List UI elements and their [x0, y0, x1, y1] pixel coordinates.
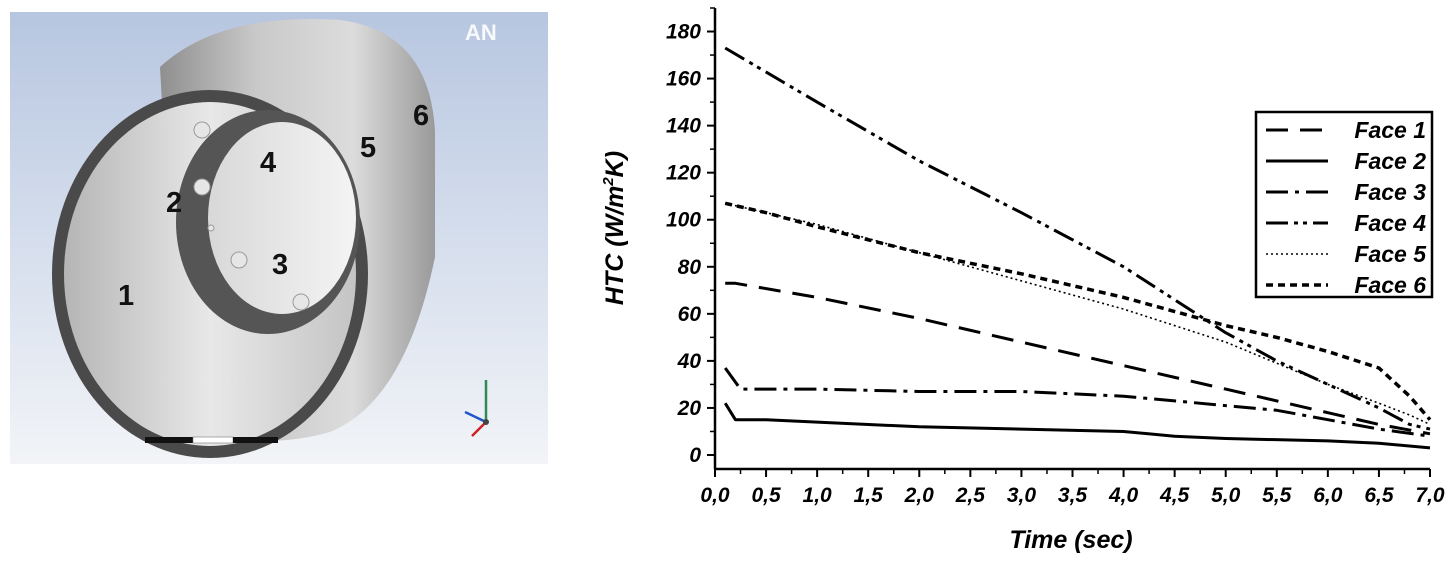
y-tick-label: 120	[666, 162, 701, 185]
y-axis-label: HTC (W/m2K)	[600, 151, 629, 305]
face-label-5: 5	[360, 132, 376, 164]
y-axis-label-main: HTC (W/m	[601, 186, 629, 305]
face-label-4: 4	[260, 147, 276, 179]
face-label-3: 3	[272, 249, 288, 281]
hub-opening	[208, 122, 356, 314]
y-axis-label-tail: K)	[601, 151, 629, 177]
coordinate-triad-icon	[464, 380, 489, 437]
y-axis-ticks: 0 20 40 60 80 100 120 140 160 180	[666, 7, 715, 467]
x-tick-label: 0,5	[751, 484, 781, 507]
x-tick-label: 3,5	[1058, 484, 1088, 507]
legend-label-face-6: Face 6	[1354, 272, 1426, 298]
legend-label-face-1: Face 1	[1354, 117, 1426, 143]
series-line-face-4	[724, 46, 1431, 431]
y-tick-label: 20	[677, 397, 702, 420]
x-tick-label: 5,5	[1262, 484, 1292, 507]
face-label-2: 2	[166, 187, 182, 219]
series-line-face-6	[724, 201, 1432, 421]
x-axis-label: Time (sec)	[1009, 526, 1132, 554]
ansys-watermark: AN	[465, 20, 497, 45]
x-tick-label: 1,0	[803, 484, 833, 507]
x-tick-label: 2,0	[904, 484, 935, 507]
x-tick-label: 5,0	[1211, 484, 1241, 507]
htc-chart: 0,0 0,5 1,0 1,5 2,0 2,5 3,0 3,5 4,0 4,5 5,0 5,5 6,0 6…	[600, 7, 1445, 554]
x-tick-label: 2,5	[955, 484, 986, 507]
face-label-1: 1	[118, 280, 134, 312]
y-tick-label: 100	[666, 209, 701, 232]
brake-drum-render: 1 2 3 4 5 6 AN	[10, 12, 548, 464]
scale-bar	[145, 436, 278, 444]
model-view-panel: 1 2 3 4 5 6 AN	[10, 12, 548, 464]
legend-label-face-2: Face 2	[1354, 148, 1426, 174]
x-axis-ticks: 0,0 0,5 1,0 1,5 2,0 2,5 3,0 3,5 4,0 4,5 5,0 5,5 6,0 6…	[700, 469, 1445, 507]
y-tick-label: 140	[666, 115, 701, 138]
series-line-face-1	[725, 281, 1431, 436]
x-tick-label: 6,5	[1364, 484, 1394, 507]
x-tick-label: 3,0	[1007, 484, 1037, 507]
series-line-face-2	[723, 402, 1431, 450]
bolt-holes	[193, 121, 310, 311]
x-tick-label: 1,5	[854, 484, 884, 507]
x-tick-label: 0,0	[700, 484, 730, 507]
x-tick-label: 7,0	[1415, 484, 1445, 507]
legend-label-face-5: Face 5	[1354, 241, 1427, 267]
legend-label-face-4: Face 4	[1354, 210, 1426, 236]
y-tick-label: 160	[666, 68, 701, 91]
series-line-face-3	[723, 367, 1431, 438]
chart-legend: Face 1 Face 2 Face 3 Face 4 Face 5 Face 6	[1254, 110, 1434, 299]
x-tick-label: 4,5	[1159, 484, 1190, 507]
y-tick-label: 60	[678, 303, 702, 326]
chart-series	[723, 46, 1432, 450]
y-tick-label: 0	[689, 444, 701, 467]
y-tick-label: 180	[666, 21, 701, 44]
legend-box	[1254, 110, 1434, 299]
y-axis-label-sup: 2	[600, 177, 617, 187]
y-tick-label: 40	[677, 350, 702, 373]
face-label-6: 6	[413, 100, 429, 132]
legend-label-face-3: Face 3	[1354, 179, 1426, 205]
htc-chart-panel: 0,0 0,5 1,0 1,5 2,0 2,5 3,0 3,5 4,0 4,5 5,0 5,5 6,0 6…	[590, 0, 1450, 558]
x-tick-label: 4,0	[1108, 484, 1139, 507]
x-tick-label: 6,0	[1313, 484, 1343, 507]
y-tick-label: 80	[678, 256, 702, 279]
